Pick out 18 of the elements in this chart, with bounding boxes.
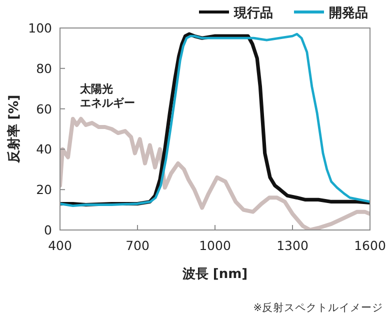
series-label: 太陽光エネルギー [79, 82, 135, 110]
x-tick-label: 1600 [354, 238, 386, 253]
y-tick-label: 40 [36, 142, 52, 157]
y-tick-label: 100 [28, 20, 52, 36]
y-axis-title: 反射率 [%] [6, 94, 22, 164]
x-tick-label: 700 [126, 238, 150, 253]
y-tick-label: 0 [44, 222, 52, 238]
x-axis-title: 波長 [nm] [181, 267, 248, 282]
legend-label: 開発品 [329, 6, 368, 21]
y-tick-label: 80 [36, 60, 52, 76]
legend-label: 現行品 [233, 6, 273, 21]
y-tick-label: 20 [36, 182, 52, 198]
y-tick-label: 60 [36, 101, 52, 116]
x-tick-label: 400 [48, 238, 72, 253]
x-tick-label: 1300 [276, 238, 308, 253]
x-tick-label: 1000 [199, 238, 231, 253]
text: ※反射スペクトルイメージ [253, 301, 383, 314]
line-series [60, 116, 370, 230]
